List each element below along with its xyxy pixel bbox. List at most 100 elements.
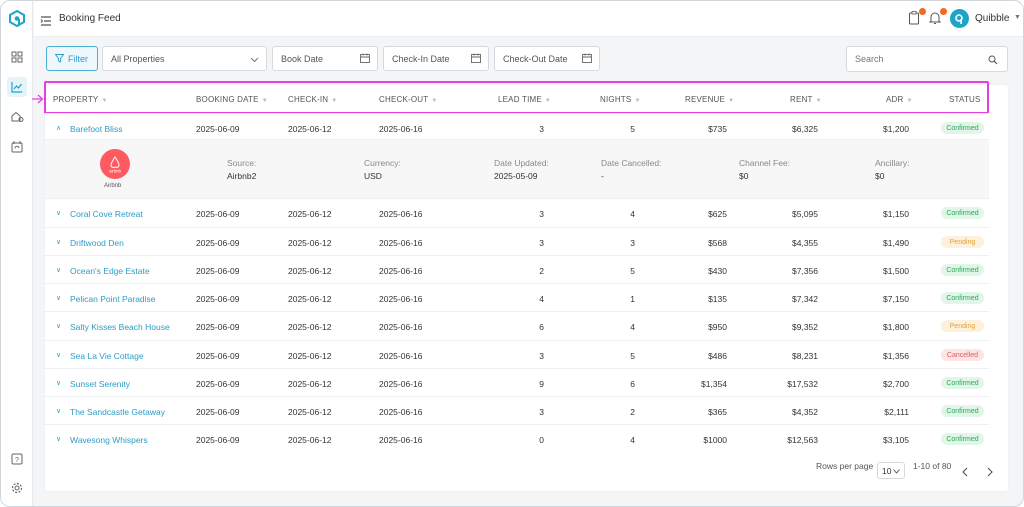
- lead-time-cell: 3: [539, 238, 544, 248]
- sort-icon[interactable]: ▼: [261, 98, 268, 104]
- chevron-down-icon[interactable]: ∨: [56, 380, 62, 387]
- properties-icon[interactable]: [7, 106, 27, 126]
- sort-icon[interactable]: ▼: [815, 98, 822, 104]
- adr-cell: $2,111: [884, 407, 909, 417]
- sort-icon[interactable]: ▼: [101, 98, 108, 104]
- adr-cell: $1,356: [883, 351, 909, 361]
- chevron-down-icon[interactable]: ∨: [56, 295, 62, 302]
- booking-date-cell: 2025-06-09: [196, 379, 240, 389]
- revenue-cell: $568: [708, 238, 727, 248]
- book-date-picker[interactable]: Book Date: [272, 46, 378, 71]
- dashboard-icon[interactable]: [7, 47, 27, 67]
- column-header-revenue[interactable]: REVENUE ▼: [685, 95, 734, 104]
- status-badge: Cancelled: [941, 349, 984, 361]
- table-row[interactable]: ∨ Wavesong Whispers 2025-06-09 2025-06-12 20…: [45, 424, 989, 452]
- check-out-date-picker[interactable]: Check-Out Date: [494, 46, 600, 71]
- column-header-label: REVENUE: [685, 95, 726, 104]
- revenue-cell: $1,354: [701, 379, 727, 389]
- nights-cell: 5: [630, 124, 635, 134]
- quibble-logo-icon[interactable]: [7, 9, 27, 29]
- date-cancelled-label: Date Cancelled:: [601, 158, 662, 168]
- date-cancelled-value: -: [601, 171, 604, 181]
- help-icon[interactable]: ?: [7, 449, 27, 469]
- property-link[interactable]: Sunset Serenity: [70, 379, 131, 389]
- table-row[interactable]: ∨ Ocean's Edge Estate 2025-06-09 2025-06-12…: [45, 255, 989, 283]
- table-row[interactable]: ∨ Salty Kisses Beach House 2025-06-09 2025-…: [45, 311, 989, 339]
- property-link[interactable]: The Sandcastle Getaway: [70, 407, 165, 417]
- property-link[interactable]: Salty Kisses Beach House: [70, 322, 170, 332]
- table-row[interactable]: ∨ Coral Cove Retreat 2025-06-09 2025-06-12 2…: [45, 198, 989, 226]
- lead-time-cell: 9: [539, 379, 544, 389]
- property-select[interactable]: All Properties: [102, 46, 267, 71]
- avatar[interactable]: [950, 9, 969, 28]
- booking-date-cell: 2025-06-09: [196, 351, 240, 361]
- search-icon[interactable]: [988, 55, 998, 65]
- chevron-up-icon[interactable]: ∧: [56, 125, 62, 132]
- sort-icon[interactable]: ▼: [906, 98, 913, 104]
- status-badge: Confirmed: [941, 433, 984, 445]
- settings-gear-icon[interactable]: [7, 478, 27, 498]
- next-page-icon[interactable]: [986, 464, 994, 482]
- property-link[interactable]: Pelican Point Paradise: [70, 294, 156, 304]
- property-link[interactable]: Barefoot Bliss: [70, 124, 123, 134]
- lead-time-cell: 6: [539, 322, 544, 332]
- chevron-down-icon[interactable]: ∨: [56, 239, 62, 246]
- property-link[interactable]: Wavesong Whispers: [70, 435, 148, 445]
- adr-cell: $3,105: [883, 435, 909, 445]
- column-header-lead-time[interactable]: LEAD TIME ▼: [498, 95, 551, 104]
- status-badge: Confirmed: [941, 122, 984, 134]
- column-header-booking-date[interactable]: BOOKING DATE ▼: [196, 95, 268, 104]
- rows-per-page-select[interactable]: 10: [877, 462, 905, 479]
- sort-icon[interactable]: ▼: [431, 98, 438, 104]
- chevron-down-icon[interactable]: ∨: [56, 323, 62, 330]
- table-row[interactable]: ∨ The Sandcastle Getaway 2025-06-09 2025-06…: [45, 396, 989, 424]
- property-link[interactable]: Coral Cove Retreat: [70, 209, 143, 219]
- property-link[interactable]: Ocean's Edge Estate: [70, 266, 150, 276]
- check-in-date-picker[interactable]: Check-In Date: [383, 46, 489, 71]
- search-input[interactable]: [855, 54, 975, 64]
- sort-icon[interactable]: ▼: [331, 98, 338, 104]
- column-header-check-in[interactable]: CHECK-IN ▼: [288, 95, 337, 104]
- channel-fee-label: Channel Fee:: [739, 158, 791, 168]
- sort-icon[interactable]: ▼: [544, 98, 552, 104]
- rent-cell: $8,231: [792, 351, 818, 361]
- chevron-down-icon[interactable]: ∨: [56, 436, 62, 443]
- chevron-down-icon[interactable]: ∨: [56, 408, 62, 415]
- analytics-icon[interactable]: [7, 77, 27, 97]
- column-header-adr[interactable]: ADR ▼: [886, 95, 913, 104]
- rows-per-page-label: Rows per page: [816, 461, 874, 471]
- user-menu-chevron-icon[interactable]: ▼: [1014, 14, 1021, 21]
- column-header-nights[interactable]: NIGHTS ▼: [600, 95, 641, 104]
- clipboard-icon[interactable]: [908, 8, 926, 27]
- chevron-down-icon[interactable]: ∨: [56, 267, 62, 274]
- revenue-cell: $735: [708, 124, 727, 134]
- sort-icon[interactable]: ▼: [728, 98, 735, 104]
- property-link[interactable]: Driftwood Den: [70, 238, 124, 248]
- user-name[interactable]: Quibble: [975, 13, 1010, 24]
- column-header-label: BOOKING DATE: [196, 95, 259, 104]
- prev-page-icon[interactable]: [961, 464, 969, 482]
- column-header-property[interactable]: PROPERTY ▼: [53, 95, 108, 104]
- table-row[interactable]: ∧ Barefoot Bliss 2025-06-09 2025-06-12 2025-…: [45, 113, 989, 141]
- column-header-check-out[interactable]: CHECK-OUT ▼: [379, 95, 438, 104]
- date-updated-value: 2025-05-09: [494, 171, 538, 181]
- table-row[interactable]: ∨ Driftwood Den 2025-06-09 2025-06-12 2025-0…: [45, 227, 989, 255]
- column-header-rent[interactable]: RENT ▼: [790, 95, 822, 104]
- rent-cell: $9,352: [792, 322, 818, 332]
- calendar-sync-icon[interactable]: [7, 136, 27, 156]
- notification-bell-icon[interactable]: [928, 8, 947, 27]
- revenue-cell: $135: [708, 294, 727, 304]
- column-header-status[interactable]: STATUS: [949, 95, 981, 104]
- property-link[interactable]: Sea La Vie Cottage: [70, 351, 144, 361]
- table-row[interactable]: ∨ Pelican Point Paradise 2025-06-09 2025-06…: [45, 283, 989, 311]
- sort-icon[interactable]: ▼: [634, 98, 641, 104]
- chevron-down-icon[interactable]: ∨: [56, 352, 62, 359]
- filter-button[interactable]: Filter: [46, 46, 98, 71]
- page-title: Booking Feed: [59, 13, 121, 24]
- table-row[interactable]: ∨ Sea La Vie Cottage 2025-06-09 2025-06-12 2…: [45, 340, 989, 368]
- collapse-menu-icon[interactable]: [40, 13, 52, 31]
- table-row[interactable]: ∨ Sunset Serenity 2025-06-09 2025-06-12 2025…: [45, 368, 989, 396]
- rent-cell: $4,355: [792, 238, 818, 248]
- chevron-down-icon[interactable]: ∨: [56, 210, 62, 217]
- funnel-icon: [55, 54, 64, 63]
